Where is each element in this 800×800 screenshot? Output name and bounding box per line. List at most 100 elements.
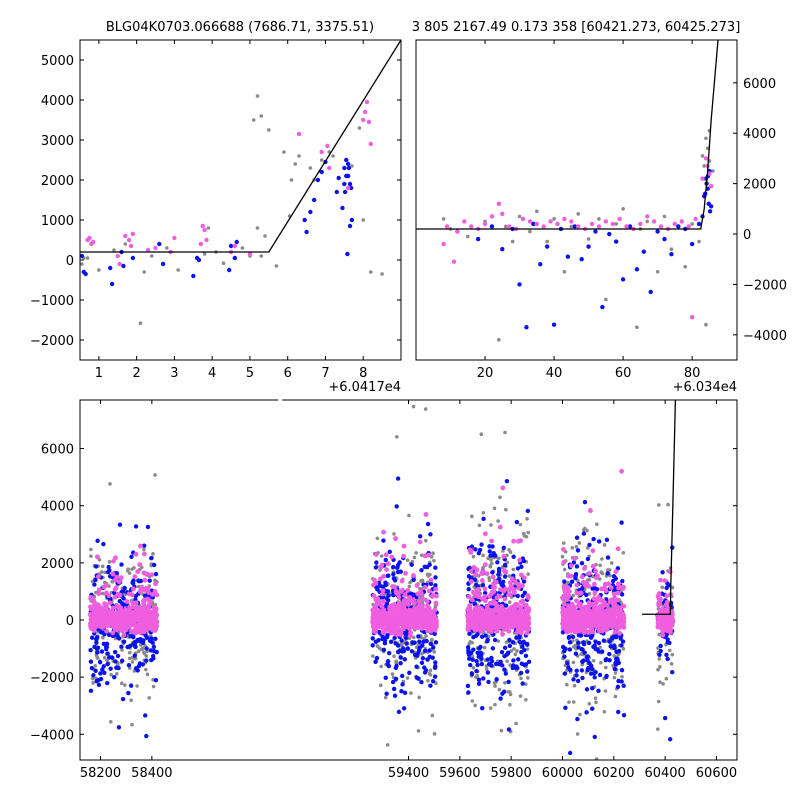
pink-point (467, 547, 473, 553)
pink-point (96, 574, 101, 580)
blue-point (660, 570, 665, 575)
blue-point (119, 644, 124, 649)
pink-point (525, 609, 531, 615)
gray-point (656, 699, 661, 704)
gray-point (108, 482, 112, 486)
gray-point (95, 656, 100, 660)
pink-point (104, 628, 110, 634)
blue-point (99, 649, 105, 654)
blue-point (669, 251, 674, 257)
gray-point (587, 578, 592, 582)
blue-point (601, 638, 607, 643)
pink-point (490, 601, 496, 606)
pink-point (99, 623, 104, 629)
blue-point (571, 677, 576, 682)
pink-point (296, 131, 302, 137)
pink-point (595, 573, 600, 579)
gray-point (614, 222, 618, 226)
pink-point (153, 621, 159, 627)
pink-point (145, 247, 151, 253)
blue-point (319, 169, 324, 175)
blue-point (498, 696, 503, 701)
pink-point (562, 216, 567, 222)
pink-point (400, 615, 405, 620)
pink-point (133, 617, 139, 622)
blue-point (531, 221, 536, 227)
blue-point (387, 549, 392, 555)
gray-point (392, 532, 396, 536)
pink-point (406, 620, 412, 626)
blue-point (572, 224, 577, 229)
gray-point (123, 683, 127, 687)
gray-point (493, 684, 497, 688)
x-tick-label: 5 (246, 366, 254, 381)
blue-point (110, 655, 115, 661)
blue-point (145, 524, 151, 530)
pink-point (468, 568, 474, 574)
pink-point (512, 620, 518, 625)
pink-point (612, 629, 618, 635)
x-tick-label: 58400 (131, 766, 172, 781)
gray-point (206, 226, 211, 230)
pink-point (116, 579, 122, 585)
pink-point (433, 600, 439, 606)
gray-point (433, 605, 438, 609)
blue-point (109, 281, 115, 287)
blue-point (503, 671, 508, 676)
gray-point (108, 719, 113, 724)
pink-point (568, 563, 574, 569)
blue-point (126, 690, 131, 696)
blue-point (385, 659, 391, 664)
pink-point (502, 596, 508, 602)
pink-point (605, 612, 611, 618)
pink-point (451, 259, 457, 264)
x-tick-label: 6 (284, 366, 292, 381)
pink-point (572, 612, 578, 618)
gray-point (570, 546, 575, 550)
pink-point (668, 622, 674, 628)
blue-point (391, 686, 397, 692)
gray-point (658, 680, 662, 685)
blue-point (160, 261, 166, 267)
gray-point (560, 554, 565, 559)
x-tick-label: 8 (359, 366, 367, 381)
blue-point (226, 267, 232, 273)
blue-point (605, 571, 610, 576)
gray-point (569, 224, 574, 229)
pink-point (500, 631, 505, 637)
blue-point (504, 478, 510, 484)
pink-point (371, 593, 377, 599)
pink-point (517, 621, 523, 626)
gray-point (123, 242, 128, 246)
pink-point (482, 586, 488, 592)
blue-point (342, 181, 347, 187)
pink-point (126, 237, 132, 243)
gray-point (565, 682, 569, 687)
blue-point (127, 644, 133, 649)
pink-point (395, 611, 400, 617)
blue-point (427, 562, 432, 567)
gray-point (525, 517, 529, 521)
blue-point (481, 676, 486, 681)
pink-point (414, 583, 420, 588)
pink-point (484, 571, 490, 577)
gray-point (620, 674, 624, 679)
blue-point (612, 666, 618, 672)
pink-point (389, 554, 395, 560)
blue-point (469, 671, 475, 677)
blue-point (391, 571, 396, 577)
pink-point (395, 631, 401, 637)
pink-point (656, 596, 662, 602)
blue-point (511, 658, 516, 663)
blue-point (593, 669, 598, 675)
blue-point (415, 650, 421, 656)
blue-point (476, 681, 482, 687)
blue-point (621, 713, 627, 718)
blue-point (676, 224, 681, 229)
pink-point (490, 608, 496, 614)
pink-point (496, 594, 502, 599)
pink-point (465, 625, 471, 630)
blue-point (596, 688, 601, 694)
blue-point (510, 665, 515, 671)
blue-point (150, 653, 156, 659)
